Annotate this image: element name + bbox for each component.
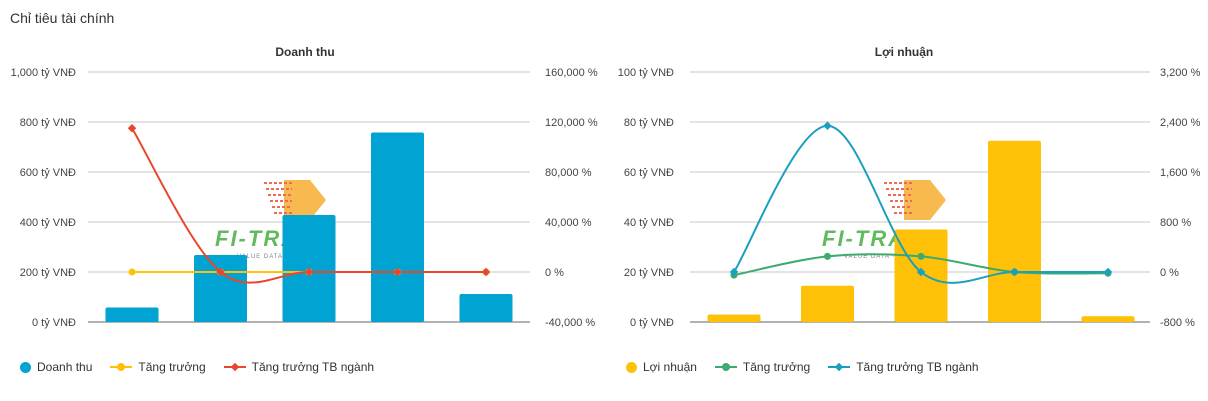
legend-swatch bbox=[110, 363, 133, 371]
profit-legend: Lợi nhuận Tăng trưởng Tăng trưởng TB ngà… bbox=[626, 360, 979, 374]
series-point bbox=[729, 267, 739, 277]
legend-item-industry-growth[interactable]: Tăng trưởng TB ngành bbox=[828, 360, 979, 374]
right-axis-tick-label: 0 % bbox=[1160, 267, 1179, 279]
series-point bbox=[481, 267, 491, 277]
bar bbox=[194, 255, 247, 322]
left-axis-tick-label: 80 tỷ VNĐ bbox=[624, 117, 674, 129]
legend-swatch bbox=[828, 362, 851, 372]
right-axis-tick-label: 1,600 % bbox=[1160, 167, 1201, 179]
series-line bbox=[131, 127, 486, 284]
series-point bbox=[128, 268, 136, 276]
series-point bbox=[917, 252, 925, 260]
left-axis-tick-label: 20 tỷ VNĐ bbox=[624, 267, 674, 279]
left-axis-tick-label: 40 tỷ VNĐ bbox=[624, 217, 674, 229]
bar bbox=[459, 294, 513, 322]
revenue-legend: Doanh thu Tăng trưởng Tăng trưởng TB ngà… bbox=[20, 360, 374, 374]
left-axis-tick-label: 60 tỷ VNĐ bbox=[624, 167, 674, 179]
right-axis-tick-label: 2,400 % bbox=[1160, 117, 1201, 129]
series-point bbox=[216, 267, 225, 277]
left-axis-tick-label: 600 tỷ VNĐ bbox=[20, 167, 76, 179]
legend-label: Tăng trưởng bbox=[742, 360, 811, 374]
profit-chart: Lợi nhuận 100 tỷ VNĐ 3,200 % 80 tỷ VNĐ 2,400… bbox=[604, 30, 1208, 401]
right-axis-tick-label: -40,000 % bbox=[545, 317, 595, 329]
chart-title: Doanh thu bbox=[275, 45, 334, 59]
right-axis-tick-label: 0 % bbox=[545, 267, 564, 279]
series-point bbox=[1010, 267, 1019, 277]
series-line bbox=[733, 124, 1108, 284]
revenue-chart: Doanh thu 1,000 tỷ VNĐ 160,000 % 800 tỷ VNĐ… bbox=[0, 30, 604, 401]
left-axis-tick-label: 800 tỷ VNĐ bbox=[20, 117, 76, 129]
legend-label: Tăng trưởng bbox=[138, 360, 206, 374]
legend-label: Doanh thu bbox=[37, 360, 93, 374]
logo-shape bbox=[904, 180, 946, 220]
legend-label: Tăng trưởng TB ngành bbox=[251, 360, 375, 374]
bar bbox=[988, 140, 1041, 322]
page-title: Chỉ tiêu tài chính bbox=[10, 10, 115, 26]
legend-swatch bbox=[626, 361, 637, 373]
left-axis-tick-label: 400 tỷ VNĐ bbox=[20, 217, 76, 229]
left-axis-tick-label: 0 tỷ VNĐ bbox=[32, 317, 76, 329]
right-axis-tick-label: 40,000 % bbox=[545, 217, 592, 229]
left-axis-tick-label: 100 tỷ VNĐ bbox=[618, 67, 674, 79]
left-axis-tick-label: 200 tỷ VNĐ bbox=[20, 267, 76, 279]
right-axis-tick-label: 800 % bbox=[1160, 217, 1191, 229]
bar bbox=[105, 307, 159, 322]
revenue-chart-svg: Doanh thu 1,000 tỷ VNĐ 160,000 % 800 tỷ VNĐ… bbox=[11, 45, 598, 329]
logo-subtext: VALUE DATA · INVEST bbox=[237, 254, 319, 260]
bar bbox=[707, 314, 761, 322]
legend-label: Lợi nhuận bbox=[643, 360, 697, 374]
right-axis-tick-label: 80,000 % bbox=[545, 167, 592, 179]
legend-item-growth[interactable]: Tăng trưởng bbox=[110, 360, 206, 374]
logo-shape bbox=[284, 180, 326, 220]
profit-chart-svg: Lợi nhuận 100 tỷ VNĐ 3,200 % 80 tỷ VNĐ 2,400… bbox=[618, 45, 1201, 329]
chart-title: Lợi nhuận bbox=[875, 45, 934, 59]
series-point bbox=[393, 267, 402, 277]
series-point bbox=[824, 252, 831, 260]
left-axis-tick-label: 0 tỷ VNĐ bbox=[630, 317, 674, 329]
series-point bbox=[304, 267, 314, 277]
legend-item-growth[interactable]: Tăng trưởng bbox=[714, 360, 811, 374]
bar bbox=[801, 285, 854, 322]
series-point bbox=[127, 124, 137, 133]
legend-item-profit[interactable]: Lợi nhuận bbox=[626, 360, 697, 374]
legend-swatch bbox=[20, 361, 31, 373]
right-axis-tick-label: 160,000 % bbox=[545, 67, 598, 79]
legend-item-industry-growth[interactable]: Tăng trưởng TB ngành bbox=[223, 360, 375, 374]
left-axis-tick-label: 1,000 tỷ VNĐ bbox=[11, 67, 76, 79]
series-point bbox=[823, 121, 832, 130]
right-axis-tick-label: 120,000 % bbox=[545, 117, 598, 129]
legend-item-revenue[interactable]: Doanh thu bbox=[20, 360, 92, 374]
right-axis-tick-label: -800 % bbox=[1160, 317, 1195, 329]
legend-label: Tăng trưởng TB ngành bbox=[856, 360, 979, 374]
legend-swatch bbox=[714, 363, 737, 371]
series-point bbox=[1103, 267, 1113, 277]
legend-swatch bbox=[223, 362, 246, 372]
bar bbox=[1081, 316, 1135, 322]
bar bbox=[371, 132, 424, 322]
right-axis-tick-label: 3,200 % bbox=[1160, 67, 1201, 79]
logo-subtext: VALUE DATA · INVEST bbox=[844, 254, 926, 260]
series-point bbox=[916, 267, 926, 277]
